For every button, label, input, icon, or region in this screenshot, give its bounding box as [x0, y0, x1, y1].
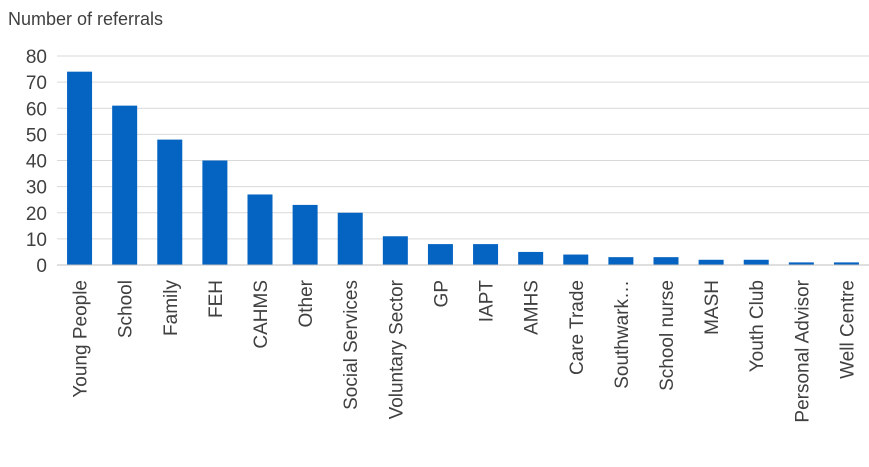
x-tick-label: FEH [206, 280, 227, 318]
y-tick-label: 10 [26, 230, 47, 251]
bar [292, 204, 318, 265]
y-tick-label: 30 [26, 178, 47, 199]
bar [698, 259, 724, 265]
bar [427, 244, 453, 265]
bar [157, 139, 183, 265]
gridlines [57, 55, 869, 240]
bar [788, 262, 814, 265]
bar [382, 236, 408, 265]
x-tick-label: Care Trade [567, 280, 588, 375]
x-tick-label: Other [296, 279, 317, 327]
x-tick-label: Youth Club [747, 280, 768, 372]
bars [67, 71, 859, 265]
y-tick-labels: 0 10 20 30 40 50 60 70 80 [26, 47, 47, 277]
y-tick-label: 70 [26, 73, 47, 94]
x-tick-label: Personal Advisor [792, 279, 813, 422]
bar [608, 257, 634, 265]
bar [563, 254, 589, 265]
y-tick-label: 0 [36, 256, 47, 277]
x-tick-label: IAPT [477, 280, 498, 323]
y-tick-label: 40 [26, 152, 47, 173]
bar [202, 160, 228, 265]
x-tick-label: MASH [702, 280, 723, 335]
bar [337, 212, 363, 265]
x-tick-label: School nurse [657, 280, 678, 391]
x-tick-label: GP [431, 280, 452, 307]
x-tick-label: Southwark… [612, 280, 633, 389]
x-tick-label: Voluntary Sector [386, 279, 407, 419]
bar [67, 71, 93, 265]
y-tick-label: 20 [26, 204, 47, 225]
x-tick-label: Family [161, 280, 182, 336]
y-tick-label: 80 [26, 47, 47, 68]
x-tick-label: Well Centre [837, 280, 858, 379]
x-tick-label: Young People [71, 280, 92, 398]
y-tick-label: 60 [26, 99, 47, 120]
bar [653, 257, 679, 265]
bar [743, 259, 769, 265]
x-tick-label: School [116, 280, 137, 338]
bar [833, 262, 859, 265]
bar [518, 251, 544, 265]
x-tick-label: CAHMS [251, 280, 272, 349]
y-tick-label: 50 [26, 125, 47, 146]
bar [473, 244, 499, 265]
x-tick-labels: Young People School Family FEH CAHMS Other Soc… [71, 279, 859, 422]
x-tick-label: AMHS [522, 280, 543, 335]
bar [247, 194, 273, 265]
y-axis-label: Number of referrals [8, 9, 163, 29]
bar [112, 105, 138, 265]
x-tick-label: Social Services [341, 280, 362, 410]
